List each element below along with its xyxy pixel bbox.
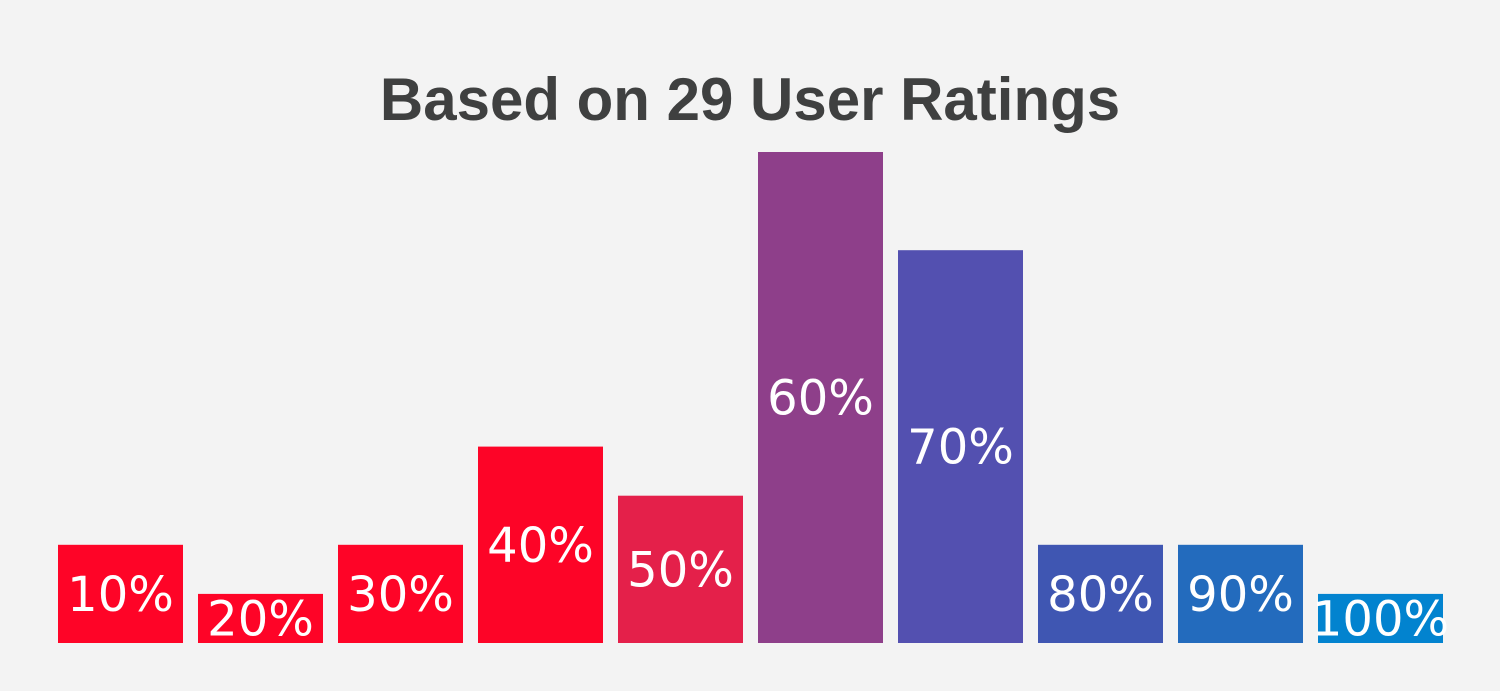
bar-label-1: 10%	[67, 567, 174, 623]
bar-10	[1318, 593, 1443, 643]
bar-7	[898, 250, 1023, 643]
bar-3	[338, 544, 463, 643]
bar-4	[478, 446, 603, 643]
bar-8	[1038, 544, 1163, 643]
bar-label-7: 70%	[907, 420, 1014, 476]
bar-2	[198, 593, 323, 643]
bar-label-2: 20%	[207, 591, 314, 647]
bar-label-3: 30%	[347, 567, 454, 623]
bar-label-6: 60%	[767, 371, 874, 427]
bars-group	[58, 152, 1443, 643]
bar-5	[618, 495, 743, 643]
bar-label-9: 90%	[1187, 567, 1294, 623]
bar-1	[58, 544, 183, 643]
bar-label-10: 100%	[1312, 591, 1449, 647]
chart-title: Based on 29 User Ratings	[379, 66, 1121, 133]
bar-6	[758, 152, 883, 643]
bar-label-4: 40%	[487, 518, 594, 574]
bar-labels-group: 10% 20% 30% 40% 50% 60% 70% 80% 90% 100%	[67, 371, 1449, 648]
bar-label-5: 50%	[627, 542, 734, 598]
bar-label-8: 80%	[1047, 567, 1154, 623]
bar-9	[1178, 544, 1303, 643]
